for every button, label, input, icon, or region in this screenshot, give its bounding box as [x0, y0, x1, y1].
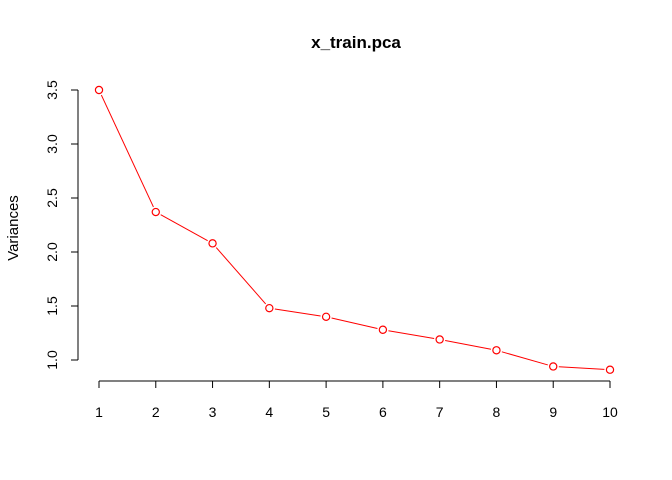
- x-tick-label: 4: [265, 404, 273, 420]
- x-tick-label: 3: [209, 404, 217, 420]
- x-tick-label: 6: [379, 404, 387, 420]
- data-point: [605, 365, 615, 374]
- series-group: [94, 85, 615, 374]
- x-tick-label: 9: [549, 404, 557, 420]
- series-line-segment: [274, 308, 321, 317]
- x-tick-label: 1: [95, 404, 103, 420]
- series-line-segment: [215, 247, 267, 305]
- data-point: [94, 85, 104, 95]
- y-tick-label: 3.5: [44, 80, 60, 100]
- series-line-segment: [558, 366, 605, 370]
- data-point: [549, 362, 558, 371]
- y-tick-label: 2.5: [44, 188, 60, 208]
- data-point: [321, 312, 331, 321]
- x-axis: 1 2 3 4 5 6 7 8 9 10: [95, 380, 618, 420]
- series-line-segment: [331, 317, 378, 330]
- data-point: [435, 335, 444, 344]
- y-axis: 1.0 1.5 2.0 2.5 3.0 3.5: [44, 80, 79, 370]
- y-tick-label: 1.5: [44, 296, 60, 316]
- chart-title: x_train.pca: [311, 33, 401, 52]
- series-line-segment: [445, 340, 492, 350]
- data-point: [208, 239, 217, 248]
- x-tick-label: 2: [152, 404, 160, 420]
- y-tick-label: 2.0: [44, 242, 60, 262]
- data-point: [151, 207, 160, 217]
- x-tick-label: 7: [436, 404, 444, 420]
- y-tick-label: 3.0: [44, 134, 60, 154]
- data-point: [492, 346, 501, 355]
- y-tick-label: 1.0: [44, 350, 60, 370]
- series-line-segment: [501, 351, 548, 366]
- series-line-segment: [160, 214, 208, 242]
- series-line-segment: [100, 94, 154, 208]
- x-tick-label: 8: [493, 404, 501, 420]
- series-line-segment: [388, 330, 435, 340]
- data-point: [265, 303, 274, 313]
- data-point: [378, 325, 388, 334]
- y-axis-label: Variances: [5, 195, 22, 261]
- x-tick-label: 10: [602, 404, 618, 420]
- x-tick-label: 5: [322, 404, 330, 420]
